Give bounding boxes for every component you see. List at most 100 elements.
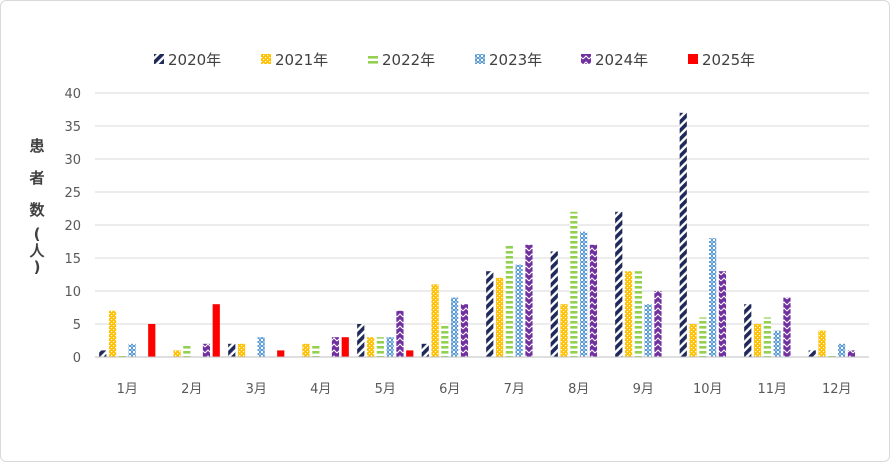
x-tick-label: 8月 — [568, 382, 589, 397]
y-axis-label-char: ( — [34, 225, 41, 243]
bar-2021年-9月 — [624, 271, 633, 357]
bar-2020年-10月 — [679, 112, 687, 357]
legend-swatch — [581, 54, 591, 64]
bar-2020年-1月 — [99, 350, 107, 357]
y-tick-label: 5 — [73, 318, 81, 333]
y-tick-label: 20 — [64, 219, 81, 234]
bar-2023年-10月 — [709, 238, 717, 357]
legend-swatch — [688, 54, 698, 64]
legend: 2020年 2021年 2022年 2023年 2024年 2025年 — [154, 51, 755, 69]
bar-2020年-3月 — [228, 343, 236, 357]
y-axis-label-char: 人 — [29, 242, 45, 260]
bar-2024年-10月 — [718, 271, 727, 357]
x-tick-label: 9月 — [633, 382, 654, 397]
bar-2022年-10月 — [699, 317, 707, 357]
y-axis-label-char: ) — [34, 258, 41, 276]
legend-item-2021年: 2021年 — [261, 51, 328, 69]
bar-2025年-1月 — [148, 324, 156, 357]
bar-2025年-2月 — [212, 304, 220, 357]
bar-2023年-8月 — [580, 231, 588, 357]
x-tick-label: 1月 — [117, 382, 138, 397]
bar-2023年-6月 — [451, 297, 459, 357]
bar-2023年-12月 — [838, 343, 846, 357]
legend-label: 2022年 — [382, 51, 435, 69]
x-tick-label: 6月 — [439, 382, 460, 397]
y-axis-label: 患者数 (人) — [29, 137, 45, 276]
bar-2020年-9月 — [615, 211, 623, 357]
bar-2020年-5月 — [357, 324, 365, 357]
bar-2024年-5月 — [396, 310, 404, 357]
legend-label: 2021年 — [275, 51, 328, 69]
bar-2022年-2月 — [183, 343, 191, 357]
bar-2021年-1月 — [108, 310, 117, 357]
bar-2024年-4月 — [331, 337, 340, 357]
y-axis-ticks: 0 5 10 15 20 25 30 35 40 — [64, 87, 81, 366]
bar-2024年-9月 — [654, 291, 662, 357]
x-tick-label: 7月 — [504, 382, 525, 397]
bar-2021年-10月 — [689, 324, 697, 357]
legend-label: 2024年 — [595, 51, 648, 69]
x-tick-label: 3月 — [246, 382, 267, 397]
y-tick-label: 25 — [64, 186, 81, 201]
bar-2022年-9月 — [634, 271, 642, 357]
bar-2024年-8月 — [589, 244, 598, 357]
bar-2023年-9月 — [644, 304, 652, 357]
y-axis-label-char: 患 — [29, 137, 44, 155]
bar-2023年-5月 — [386, 337, 394, 357]
bar-2020年-8月 — [550, 251, 558, 357]
bar-2022年-11月 — [763, 317, 771, 357]
legend-item-2020年: 2020年 — [154, 51, 221, 69]
bar-2025年-3月 — [277, 350, 285, 357]
bar-2020年-12月 — [808, 350, 816, 357]
bar-2024年-11月 — [783, 297, 791, 357]
bar-2021年-6月 — [431, 284, 439, 357]
legend-item-2025年: 2025年 — [688, 51, 755, 69]
bars — [99, 112, 856, 357]
bar-2021年-8月 — [560, 304, 568, 357]
y-tick-label: 10 — [64, 285, 81, 300]
x-tick-label: 12月 — [822, 382, 852, 397]
bar-2024年-7月 — [525, 244, 533, 357]
x-tick-label: 5月 — [375, 382, 396, 397]
x-tick-label: 11月 — [757, 382, 787, 397]
bar-2023年-3月 — [257, 337, 265, 357]
x-axis-ticks: 1月 2月 3月 4月 5月 6月 7月 8月 9月 10月 11月 12月 — [117, 382, 852, 397]
y-tick-label: 35 — [64, 120, 81, 135]
bar-2022年-7月 — [505, 244, 513, 357]
legend-swatch — [475, 54, 485, 64]
bar-2024年-6月 — [460, 304, 469, 357]
bar-2021年-5月 — [366, 337, 375, 357]
x-tick-label: 2月 — [181, 382, 202, 397]
bar-2022年-5月 — [376, 337, 384, 357]
bar-2020年-11月 — [744, 304, 752, 357]
bar-2021年-12月 — [818, 330, 826, 357]
legend-swatch — [154, 54, 164, 64]
y-tick-label: 30 — [64, 153, 81, 168]
bar-2020年-6月 — [421, 343, 429, 357]
bar-2023年-7月 — [515, 264, 523, 357]
legend-item-2022年: 2022年 — [368, 51, 435, 69]
y-axis-label-char: 者 — [29, 169, 44, 187]
bar-2025年-5月 — [406, 350, 414, 357]
y-tick-label: 0 — [73, 351, 81, 366]
bar-2021年-2月 — [173, 350, 181, 357]
legend-item-2023年: 2023年 — [475, 51, 542, 69]
y-axis-label-char: 数 — [29, 201, 45, 219]
bar-2021年-11月 — [753, 324, 762, 357]
y-tick-label: 15 — [64, 252, 81, 267]
bar-2022年-8月 — [570, 211, 578, 357]
legend-label: 2023年 — [489, 51, 542, 69]
bar-2022年-6月 — [441, 324, 449, 357]
legend-label: 2020年 — [168, 51, 221, 69]
x-tick-label: 4月 — [310, 382, 331, 397]
x-tick-label: 10月 — [693, 382, 723, 397]
bar-2025年-4月 — [341, 337, 349, 357]
bar-2022年-1月 — [118, 353, 126, 357]
y-tick-label: 40 — [64, 87, 81, 102]
bar-2020年-7月 — [486, 271, 494, 357]
gridlines — [95, 92, 869, 325]
legend-swatch — [261, 54, 271, 64]
bar-2021年-7月 — [495, 277, 504, 357]
